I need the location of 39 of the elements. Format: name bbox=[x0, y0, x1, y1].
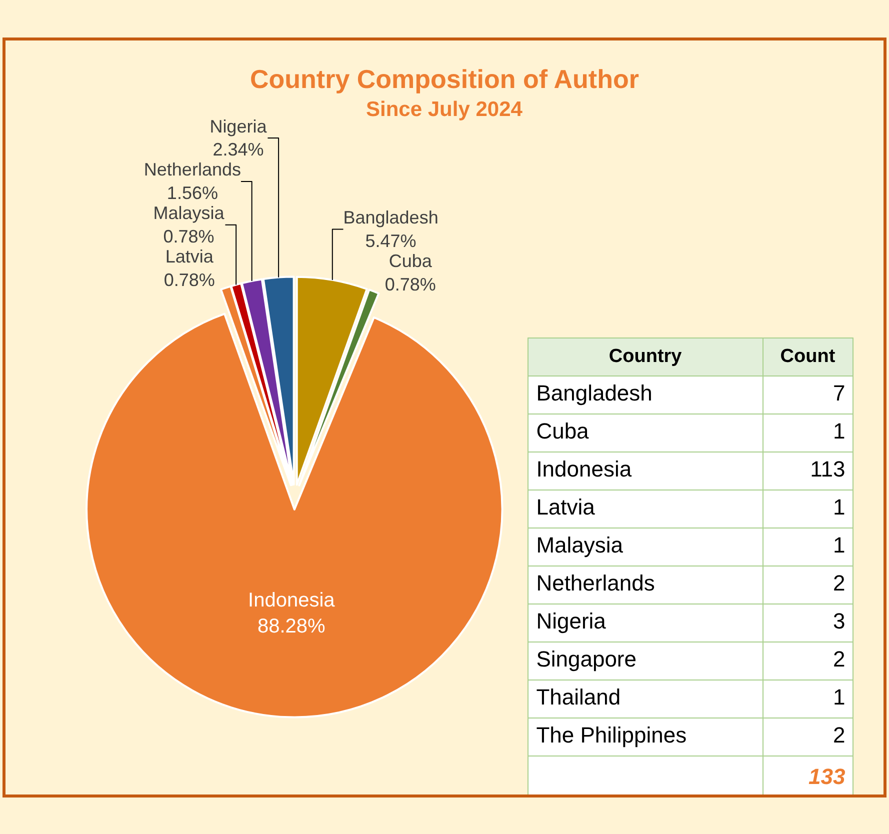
data-label: 2 bbox=[832, 722, 846, 748]
data-label: 88.28% bbox=[257, 615, 326, 638]
data-label: 0.78% bbox=[384, 274, 436, 294]
data-label: 7 bbox=[832, 380, 846, 406]
text: Country bbox=[608, 346, 682, 368]
category-label: Malaysia bbox=[536, 532, 624, 558]
category-label: Indonesia bbox=[536, 456, 632, 482]
slice-label: Malaysia bbox=[153, 203, 226, 224]
data-label: 1 bbox=[832, 684, 846, 710]
category-label: Netherlands bbox=[536, 570, 655, 596]
data-label: 113 bbox=[810, 456, 846, 482]
slice-label: Cuba bbox=[388, 250, 433, 271]
category-label: Cuba bbox=[536, 418, 590, 444]
slice-label: Nigeria bbox=[210, 116, 268, 136]
data-label: 1 bbox=[832, 494, 846, 520]
data-label: 2.34% bbox=[212, 140, 264, 160]
data-label: 3 bbox=[832, 608, 846, 634]
slice-label: Bangladesh bbox=[343, 208, 438, 228]
data-label: 1.56% bbox=[166, 183, 218, 204]
category-label: Singapore bbox=[536, 646, 637, 672]
slice-label: Netherlands bbox=[144, 160, 241, 180]
category-label: Nigeria bbox=[536, 608, 607, 634]
data-label: 1 bbox=[832, 418, 846, 444]
category-label: Bangladesh bbox=[536, 380, 652, 406]
slice-label: Latvia bbox=[165, 246, 214, 267]
text: 133 bbox=[808, 764, 846, 790]
data-label: 5.47% bbox=[365, 230, 416, 251]
category-label: Thailand bbox=[536, 684, 621, 710]
data-label: 0.78% bbox=[164, 270, 215, 290]
data-label: 1 bbox=[832, 532, 846, 558]
data-label: 2 bbox=[832, 646, 846, 672]
category-label: The Philippines bbox=[536, 722, 687, 748]
text: Count bbox=[780, 346, 836, 368]
chart-title: Country Composition of Author bbox=[250, 64, 639, 94]
category-label: Latvia bbox=[536, 494, 596, 520]
data-label: 0.78% bbox=[163, 226, 214, 247]
slice-label: Indonesia bbox=[248, 589, 336, 612]
data-label: 2 bbox=[832, 570, 846, 596]
chart-subtitle: Since July 2024 bbox=[366, 98, 523, 121]
